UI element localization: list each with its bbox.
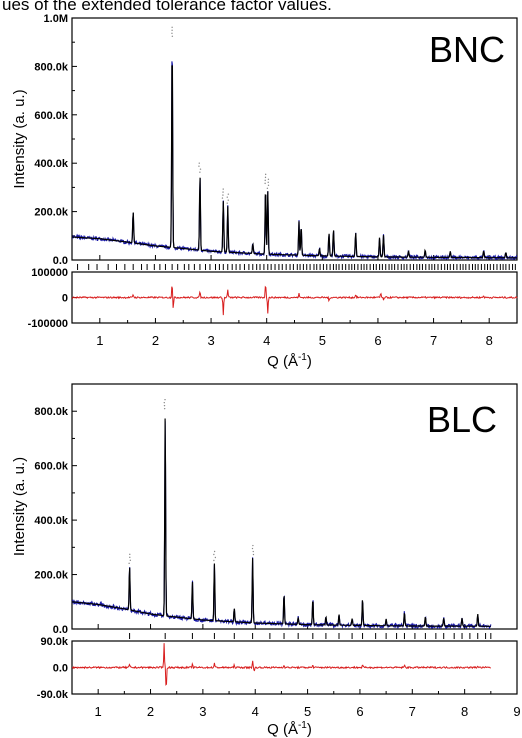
observed-point	[251, 547, 254, 550]
diff-y-tick-label: 0	[62, 293, 68, 305]
y-tick-label: 200.0k	[34, 570, 69, 582]
x-tick-label: 5	[304, 704, 311, 719]
observed-point	[163, 401, 165, 404]
x-tick-label: 6	[374, 333, 381, 348]
observed-point	[213, 550, 216, 553]
y-tick-label: 600.0k	[34, 461, 69, 473]
calculated-series	[72, 65, 517, 259]
y-tick-label: 0.0	[53, 624, 68, 636]
observed-point	[129, 559, 132, 562]
x-tick-label: 1	[96, 333, 103, 348]
x-tick-label: 3	[207, 333, 214, 348]
y-tick-label: 0.0	[53, 255, 68, 267]
x-tick-label: 8	[486, 333, 493, 348]
observed-series	[72, 61, 517, 260]
observed-point	[222, 191, 224, 193]
observed-point	[163, 404, 166, 407]
diff-y-tick-label: -90.0k	[37, 689, 69, 701]
panel-label: BNC	[429, 29, 505, 70]
figure-caption-fragment: ues of the extended tolerance factor val…	[2, 0, 332, 14]
x-tick-label: 4	[252, 704, 259, 719]
x-tick-label: 2	[147, 704, 154, 719]
x-tick-label: 3	[199, 704, 206, 719]
observed-point	[171, 35, 174, 37]
x-tick-label: 1	[95, 704, 102, 719]
observed-point	[171, 26, 173, 28]
difference-series	[71, 285, 518, 316]
observed-point	[266, 187, 269, 190]
x-tick-label: 7	[430, 333, 437, 348]
y-axis-title: Intensity (a. u.)	[11, 89, 28, 188]
observed-point	[226, 196, 228, 198]
observed-point	[171, 29, 173, 31]
observed-point	[129, 556, 131, 559]
calculated-series	[72, 418, 491, 627]
observed-point	[227, 193, 230, 195]
observed-point	[164, 398, 166, 401]
observed-point	[227, 199, 229, 201]
observed-series	[72, 421, 492, 629]
observed-point	[222, 194, 224, 196]
observed-point	[129, 553, 131, 556]
observed-point	[267, 178, 270, 181]
observed-point	[171, 32, 173, 34]
observed-point	[163, 407, 166, 410]
x-tick-label: 4	[263, 333, 270, 348]
observed-point	[226, 202, 228, 204]
y-tick-label: 800.0k	[34, 61, 69, 73]
x-axis-title: Q (Å-1)	[267, 352, 312, 370]
observed-point	[264, 176, 267, 179]
observed-point	[199, 171, 201, 173]
observed-point	[199, 168, 202, 170]
observed-point	[267, 184, 270, 187]
observed-point	[267, 181, 269, 184]
chart-panel-blc: 0.0200.0k400.0k600.0k800.0k-90.0k0.090.0…	[11, 383, 521, 738]
diff-y-tick-label: 0.0	[53, 663, 68, 675]
x-tick-label: 8	[461, 704, 468, 719]
observed-point	[252, 553, 255, 556]
diff-y-tick-label: 100000	[31, 267, 68, 279]
observed-point	[214, 556, 217, 559]
panel-label: BLC	[427, 399, 497, 440]
observed-point	[128, 562, 130, 565]
main-plot-frame	[71, 383, 518, 630]
x-tick-label: 6	[356, 704, 363, 719]
y-tick-label: 400.0k	[34, 158, 69, 170]
diff-y-tick-label: 90.0k	[40, 636, 68, 648]
observed-point	[252, 550, 254, 553]
observed-point	[213, 553, 215, 556]
chart-panel-bnc: 0.0 200.0k 400.0k 600.0k 800.0k 1.0M -100000 0 1…	[11, 13, 518, 370]
observed-point	[213, 559, 215, 562]
x-tick-label: 7	[409, 704, 416, 719]
x-tick-label: 2	[152, 333, 159, 348]
observed-point	[221, 197, 224, 199]
y-tick-label: 800.0k	[34, 406, 69, 418]
y-tick-label: 400.0k	[34, 515, 69, 527]
observed-point	[264, 173, 267, 176]
observed-point	[198, 165, 200, 167]
y-tick-label: 200.0k	[34, 207, 69, 219]
observed-point	[198, 162, 200, 164]
x-tick-label: 5	[319, 333, 326, 348]
x-axis-title: Q (Å-1)	[267, 720, 312, 738]
observed-point	[222, 188, 224, 190]
x-tick-label: 9	[513, 704, 520, 719]
observed-point	[252, 544, 254, 547]
y-tick-label: 600.0k	[34, 110, 69, 122]
diff-y-tick-label: -100000	[28, 318, 68, 330]
observed-point	[264, 182, 266, 185]
y-tick-label: 1.0M	[44, 13, 68, 25]
observed-point	[264, 179, 266, 182]
difference-series	[71, 643, 491, 686]
y-axis-title: Intensity (a. u.)	[11, 457, 28, 556]
